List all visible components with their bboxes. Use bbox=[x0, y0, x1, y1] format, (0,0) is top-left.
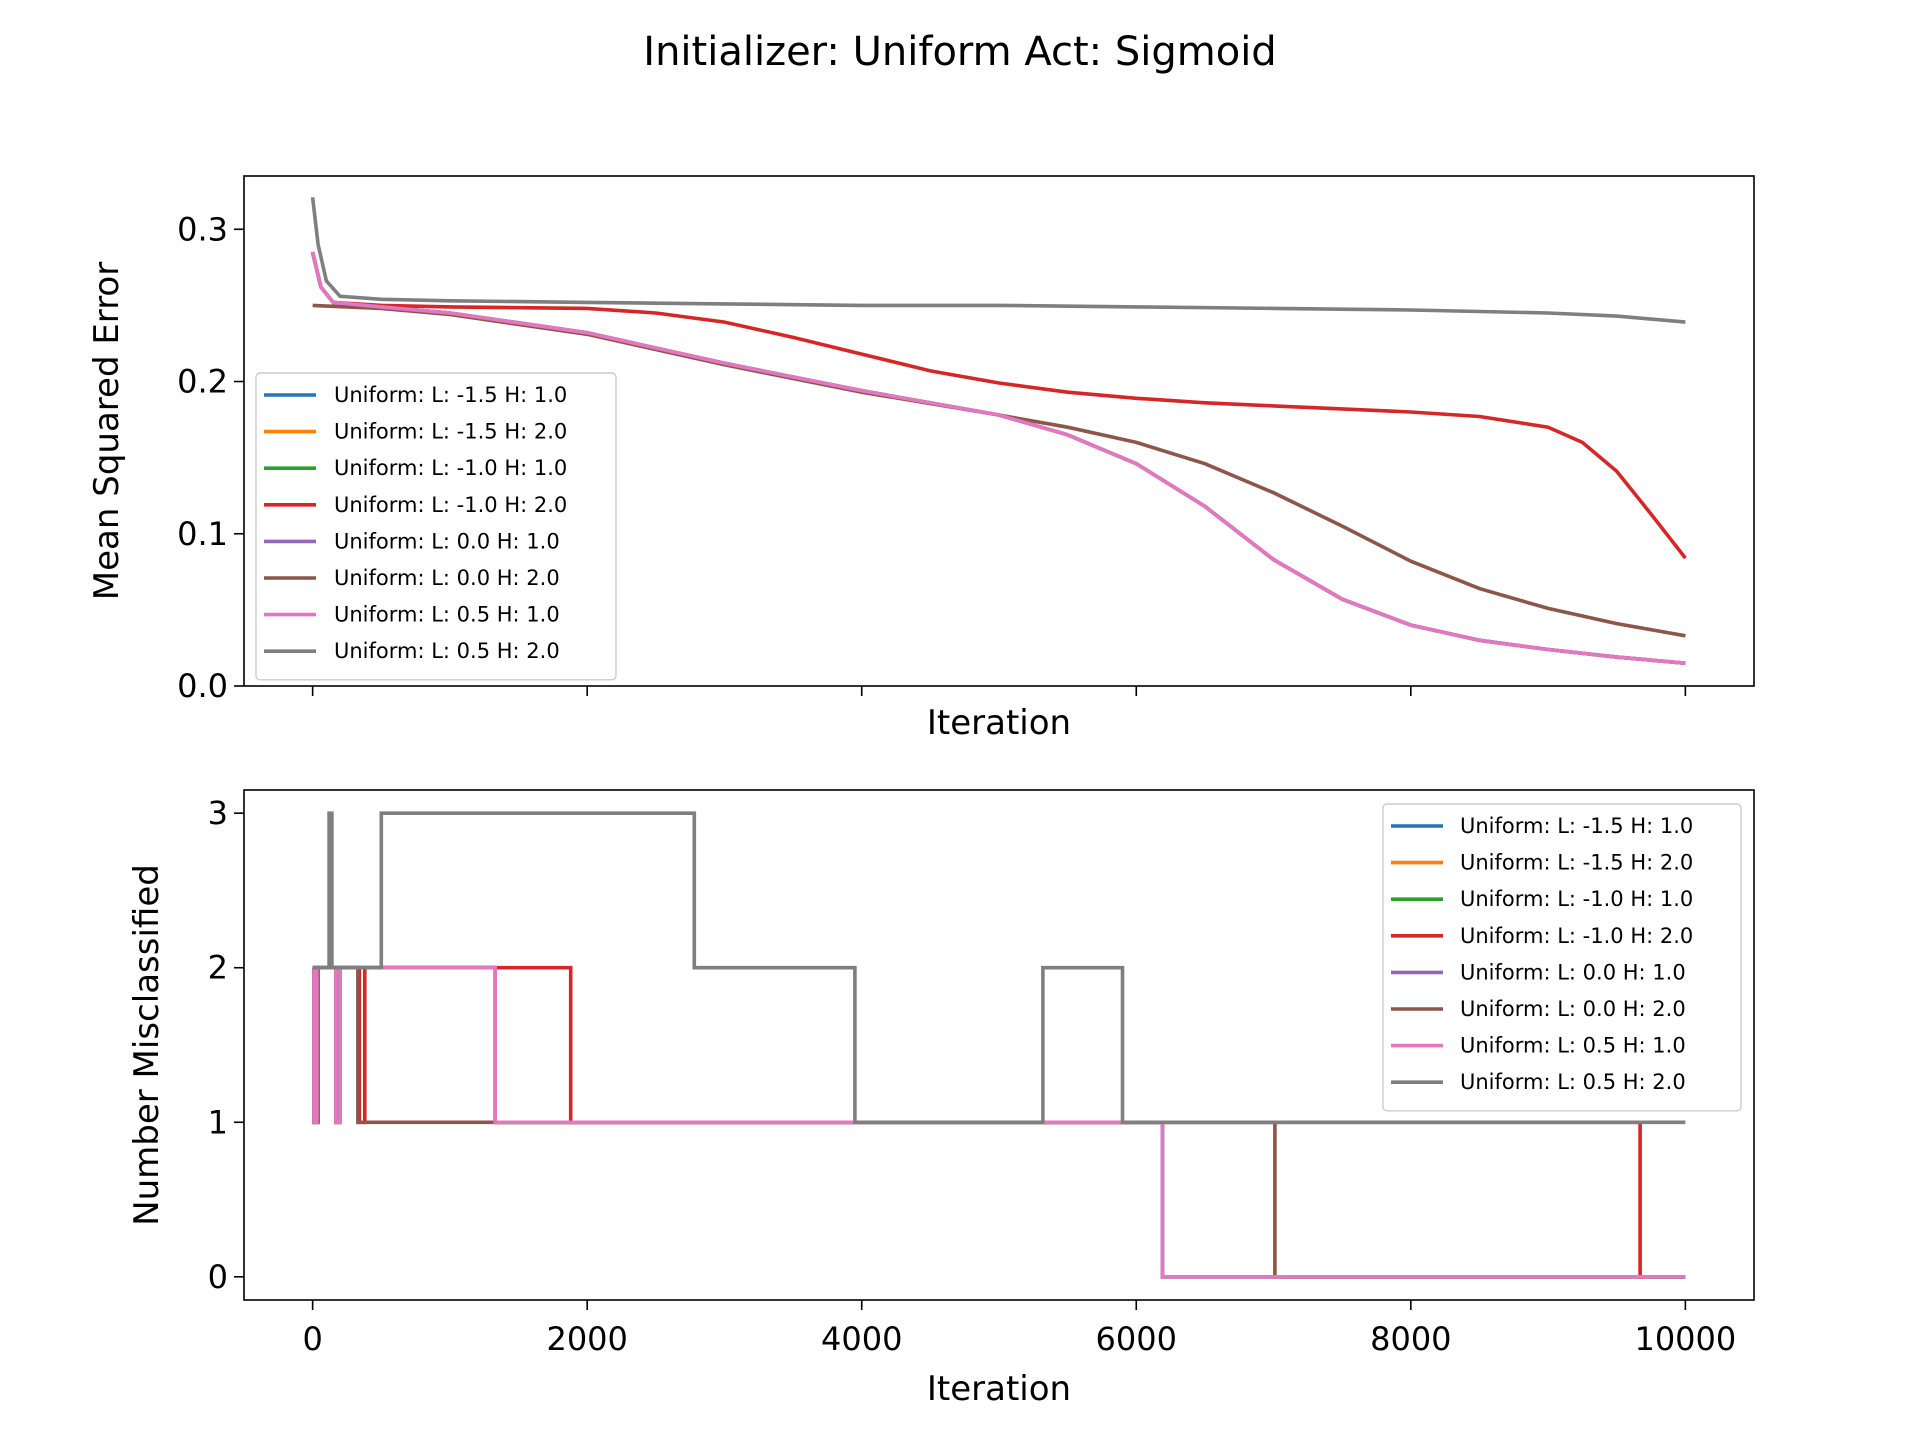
legend-label: Uniform: L: -1.5 H: 1.0 bbox=[334, 383, 567, 407]
legend: Uniform: L: -1.5 H: 1.0 Uniform: L: -1.5 … bbox=[1382, 803, 1742, 1112]
legend-label: Uniform: L: 0.0 H: 1.0 bbox=[334, 529, 560, 553]
y-axis-label: Number Misclassified bbox=[127, 864, 167, 1226]
legend-label: Uniform: L: 0.5 H: 2.0 bbox=[1460, 1070, 1686, 1094]
y-axis-label: Mean Squared Error bbox=[87, 262, 127, 600]
legend-label: Uniform: L: 0.0 H: 1.0 bbox=[1460, 960, 1686, 984]
y-tick-label: 0 bbox=[208, 1258, 228, 1296]
series-line-8 bbox=[312, 811, 1686, 1125]
legend-label: Uniform: L: 0.0 H: 2.0 bbox=[1460, 997, 1686, 1021]
misclassified-subplot: 0 2000 4000 6000 8000 10000 0 1 2 3 Iteration Numbe… bbox=[127, 789, 1755, 1409]
legend-label: Uniform: L: -1.5 H: 2.0 bbox=[1460, 851, 1693, 875]
x-tick-label: 10000 bbox=[1634, 1320, 1736, 1358]
series-line-7 bbox=[310, 251, 1686, 665]
legend-label: Uniform: L: 0.5 H: 1.0 bbox=[334, 603, 560, 627]
series-line-4 bbox=[310, 251, 1687, 560]
x-tick-label: 4000 bbox=[821, 1320, 902, 1358]
x-tick-label: 8000 bbox=[1370, 1320, 1451, 1358]
y-tick-label: 2 bbox=[208, 949, 228, 987]
legend-label: Uniform: L: -1.0 H: 2.0 bbox=[334, 493, 567, 517]
y-tick-label: 0.0 bbox=[177, 667, 228, 705]
legend-label: Uniform: L: -1.0 H: 2.0 bbox=[1460, 924, 1693, 948]
y-tick-label: 1 bbox=[208, 1103, 228, 1141]
legend: Uniform: L: -1.5 H: 1.0 Uniform: L: -1.5 … bbox=[255, 372, 617, 681]
legend-label: Uniform: L: 0.5 H: 2.0 bbox=[334, 639, 560, 663]
axes-frame bbox=[243, 789, 1755, 1301]
legend-label: Uniform: L: -1.5 H: 2.0 bbox=[334, 420, 567, 444]
series-line-7 bbox=[312, 965, 1686, 1279]
legend-label: Uniform: L: -1.0 H: 1.0 bbox=[334, 456, 567, 480]
x-axis-label: Iteration bbox=[927, 703, 1071, 743]
y-tick-label: 0.3 bbox=[177, 210, 228, 248]
series-group bbox=[312, 811, 1686, 1279]
legend-label: Uniform: L: 0.5 H: 1.0 bbox=[1460, 1034, 1686, 1058]
y-tick-label: 3 bbox=[208, 794, 228, 832]
legend-label: Uniform: L: -1.0 H: 1.0 bbox=[1460, 887, 1693, 911]
legend-label: Uniform: L: 0.0 H: 2.0 bbox=[334, 566, 560, 590]
axes-frame bbox=[243, 175, 1755, 687]
y-tick-label: 0.2 bbox=[177, 363, 228, 401]
figure-title: Initializer: Uniform Act: Sigmoid bbox=[643, 29, 1276, 75]
series-line-8 bbox=[310, 197, 1686, 324]
x-tick-label: 2000 bbox=[546, 1320, 627, 1358]
mse-subplot: 0.0 0.1 0.2 0.3 Iteration Mean Squared Error U… bbox=[87, 175, 1755, 743]
x-tick-label: 0 bbox=[302, 1320, 322, 1358]
legend-frame bbox=[1382, 803, 1742, 1112]
x-tick-label: 6000 bbox=[1096, 1320, 1177, 1358]
legend-label: Uniform: L: -1.5 H: 1.0 bbox=[1460, 814, 1693, 838]
x-axis-label: Iteration bbox=[927, 1369, 1071, 1409]
series-group bbox=[310, 197, 1687, 665]
legend-frame bbox=[255, 372, 617, 681]
y-tick-label: 0.1 bbox=[177, 515, 228, 553]
